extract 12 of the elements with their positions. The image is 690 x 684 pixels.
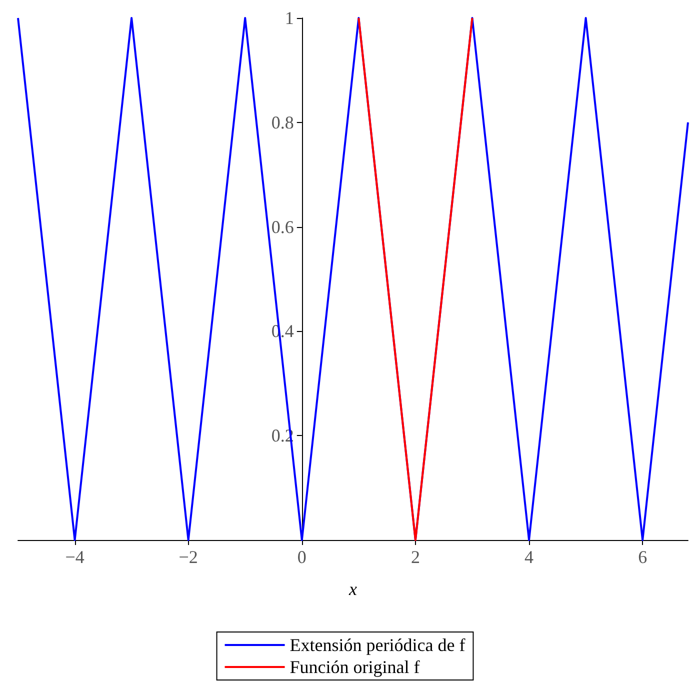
x-axis-title: x [348,579,357,599]
x-tick-label: −2 [178,547,198,567]
y-tick-label: 1 [284,8,294,28]
x-tick-label: 0 [297,547,306,567]
x-tick-label: 2 [410,547,420,567]
legend-label: Función original f [290,657,420,677]
x-tick-label: 4 [524,547,534,567]
x-tick-label: −4 [65,547,84,567]
y-tick-label: 0.6 [271,216,294,237]
y-tick-label: 0.8 [271,112,294,132]
legend-label: Extensión periódica de f [290,635,466,655]
x-tick-label: 6 [638,547,648,567]
